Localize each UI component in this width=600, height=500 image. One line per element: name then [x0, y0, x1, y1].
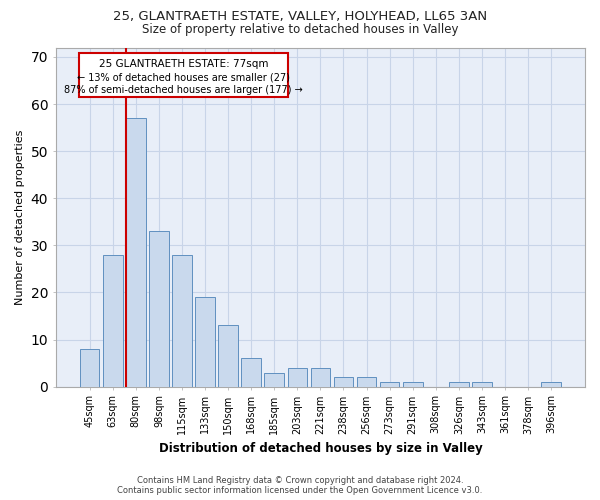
- Bar: [126, 118, 146, 386]
- Bar: [149, 231, 169, 386]
- Bar: [241, 358, 261, 386]
- Bar: [357, 377, 376, 386]
- Bar: [541, 382, 561, 386]
- Bar: [380, 382, 400, 386]
- X-axis label: Distribution of detached houses by size in Valley: Distribution of detached houses by size …: [158, 442, 482, 455]
- Text: Size of property relative to detached houses in Valley: Size of property relative to detached ho…: [142, 22, 458, 36]
- Text: Contains HM Land Registry data © Crown copyright and database right 2024.
Contai: Contains HM Land Registry data © Crown c…: [118, 476, 482, 495]
- Text: 25, GLANTRAETH ESTATE, VALLEY, HOLYHEAD, LL65 3AN: 25, GLANTRAETH ESTATE, VALLEY, HOLYHEAD,…: [113, 10, 487, 23]
- Bar: [334, 377, 353, 386]
- Bar: [172, 255, 192, 386]
- Text: 87% of semi-detached houses are larger (177) →: 87% of semi-detached houses are larger (…: [64, 86, 303, 96]
- FancyBboxPatch shape: [79, 53, 288, 97]
- Bar: [449, 382, 469, 386]
- Bar: [287, 368, 307, 386]
- Bar: [472, 382, 492, 386]
- Text: ← 13% of detached houses are smaller (27): ← 13% of detached houses are smaller (27…: [77, 72, 290, 82]
- Y-axis label: Number of detached properties: Number of detached properties: [15, 130, 25, 305]
- Bar: [265, 372, 284, 386]
- Bar: [80, 349, 100, 387]
- Bar: [195, 297, 215, 386]
- Text: 25 GLANTRAETH ESTATE: 77sqm: 25 GLANTRAETH ESTATE: 77sqm: [99, 59, 268, 69]
- Bar: [103, 255, 122, 386]
- Bar: [218, 326, 238, 386]
- Bar: [403, 382, 422, 386]
- Bar: [311, 368, 330, 386]
